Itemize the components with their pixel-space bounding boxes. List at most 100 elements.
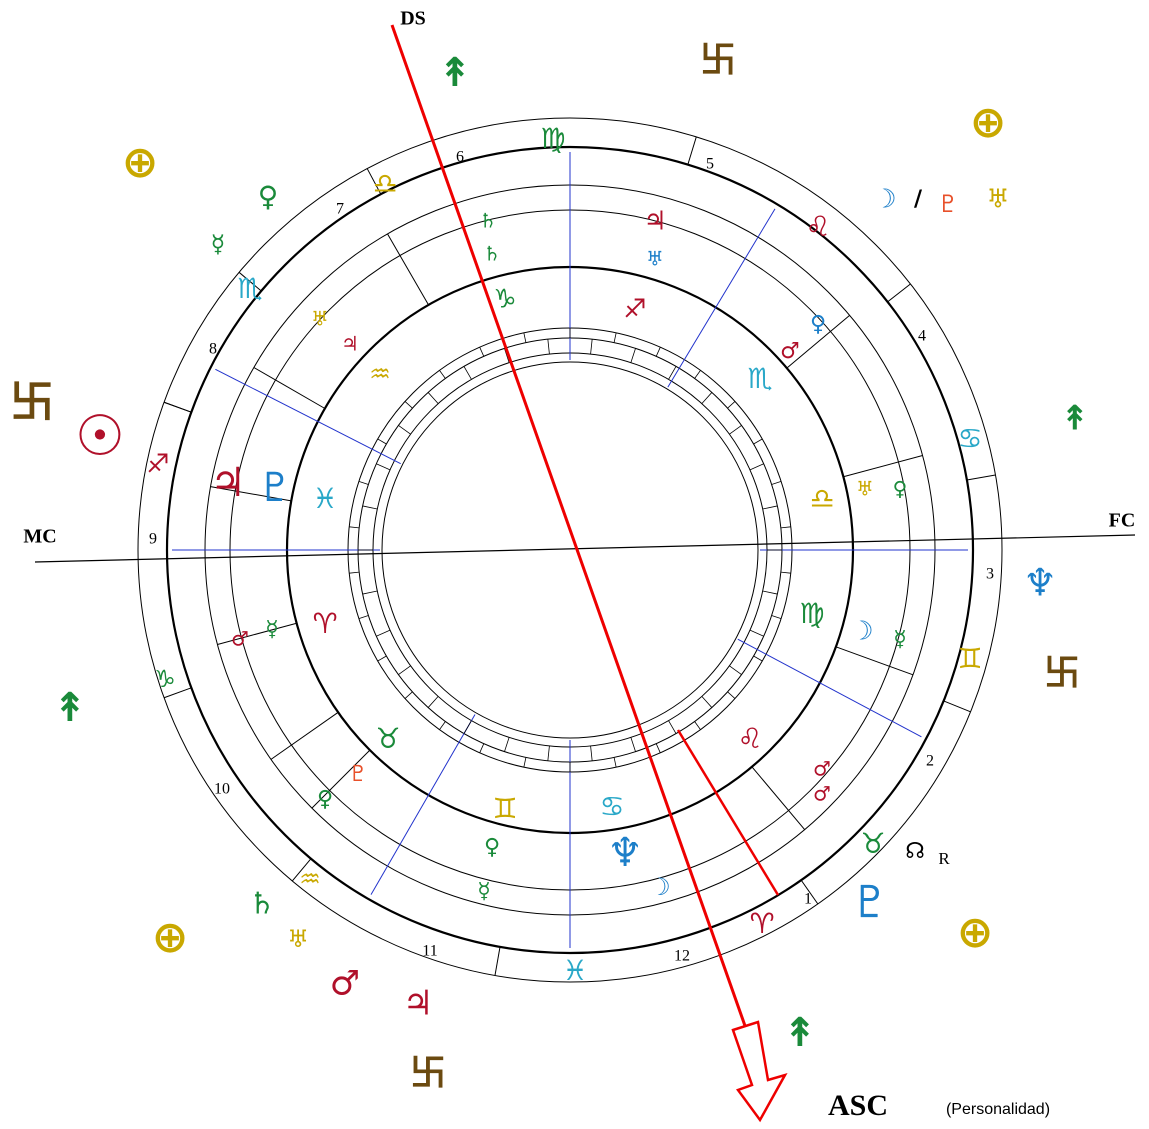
tick: [439, 370, 446, 379]
house-number: 3: [986, 566, 994, 583]
glyph: ♎: [809, 482, 834, 515]
glyph: ♀: [317, 787, 333, 812]
tick: [701, 392, 713, 404]
glyph: ♋: [599, 790, 624, 823]
glyph: ♉: [375, 722, 400, 755]
retro-label: R: [938, 849, 950, 868]
house-number: 2: [926, 753, 934, 770]
glyph: ⊕: [957, 907, 994, 958]
house-number: 8: [209, 341, 217, 358]
glyph: ♌: [737, 722, 762, 755]
tick: [547, 339, 550, 355]
house-number: 1: [804, 891, 812, 908]
glyph: ♅: [646, 247, 664, 271]
glyph: ♈: [749, 907, 774, 940]
glyph: ♎: [372, 167, 397, 200]
house-number: 9: [149, 531, 157, 548]
glyph: ♀: [484, 835, 500, 860]
tick: [427, 696, 439, 708]
tick: [358, 481, 369, 485]
tick: [749, 629, 764, 637]
tick: [377, 438, 387, 445]
tick: [404, 691, 413, 699]
tick: [668, 720, 677, 734]
glyph: ♏: [237, 272, 262, 305]
tick: [504, 348, 510, 363]
tick: [362, 590, 378, 595]
glyph: ♊: [957, 642, 982, 675]
house-cusp-blue: [737, 638, 922, 738]
glyph: ♄: [249, 887, 276, 922]
glyph: ☿: [211, 230, 226, 258]
tick: [613, 332, 617, 343]
house-cusp-blue: [667, 208, 776, 388]
tick: [701, 696, 713, 708]
glyph: /: [914, 187, 923, 212]
cusp-line: [786, 314, 850, 369]
ring: [347, 327, 793, 773]
tick: [479, 743, 485, 753]
house-cusp: [687, 136, 697, 165]
glyph: ⊕: [152, 912, 189, 963]
glyph: ♑: [505, 300, 506, 302]
tick: [780, 571, 791, 574]
tick: [590, 745, 593, 761]
tick: [427, 392, 439, 404]
tick: [762, 505, 778, 510]
tick: [398, 665, 411, 675]
mc-fc-axis: [34, 534, 1136, 563]
fc-label: FC: [1109, 510, 1136, 532]
glyph: ♒: [299, 865, 321, 893]
glyph: ☿: [477, 879, 491, 904]
house-cusp: [494, 946, 501, 976]
ring: [357, 337, 783, 763]
glyph: 卐: [700, 40, 736, 81]
tick: [668, 366, 677, 380]
glyph: ♌: [805, 210, 830, 243]
cusp-line: [253, 367, 326, 409]
glyph: ♆: [1023, 561, 1057, 605]
tick: [358, 615, 369, 619]
glyph: ♅: [856, 477, 874, 501]
glyph: ♀: [258, 180, 279, 213]
tick: [377, 655, 387, 662]
house-cusp: [887, 283, 911, 303]
house-cusp: [291, 858, 312, 882]
glyph: ♍: [799, 597, 824, 630]
glyph: ♅: [287, 925, 309, 953]
tick: [771, 615, 782, 619]
glyph: ♂: [780, 339, 800, 364]
cusp-line: [387, 233, 429, 306]
glyph: ♃: [403, 984, 433, 1024]
tick: [463, 720, 472, 734]
tick: [590, 339, 593, 355]
glyph: ♏: [747, 362, 772, 395]
glyph: ♊: [492, 792, 517, 825]
tick: [349, 571, 360, 574]
glyph: ♄: [483, 242, 501, 266]
house-cusp-blue: [215, 368, 401, 465]
house-number: 6: [456, 149, 464, 166]
tick: [439, 721, 446, 730]
cusp-line: [311, 749, 371, 809]
glyph: ♂: [231, 627, 249, 651]
glyph: ☊: [905, 839, 925, 864]
cusp-line: [843, 455, 923, 478]
glyph: ♃: [643, 207, 666, 237]
tick: [630, 348, 636, 363]
glyph: ♄: [479, 209, 497, 233]
glyph: ♐: [146, 450, 169, 480]
house-number: 12: [674, 948, 690, 965]
glyph: ♀: [810, 312, 826, 337]
glyph: ☉: [75, 404, 125, 469]
tick: [376, 463, 391, 471]
house-cusp: [943, 700, 971, 713]
glyph: ↟: [783, 1010, 817, 1056]
cusp-line: [270, 711, 339, 760]
glyph: ♈: [312, 607, 337, 640]
ring: [137, 117, 1003, 983]
glyph: ☽: [649, 873, 671, 901]
tick: [729, 665, 742, 675]
